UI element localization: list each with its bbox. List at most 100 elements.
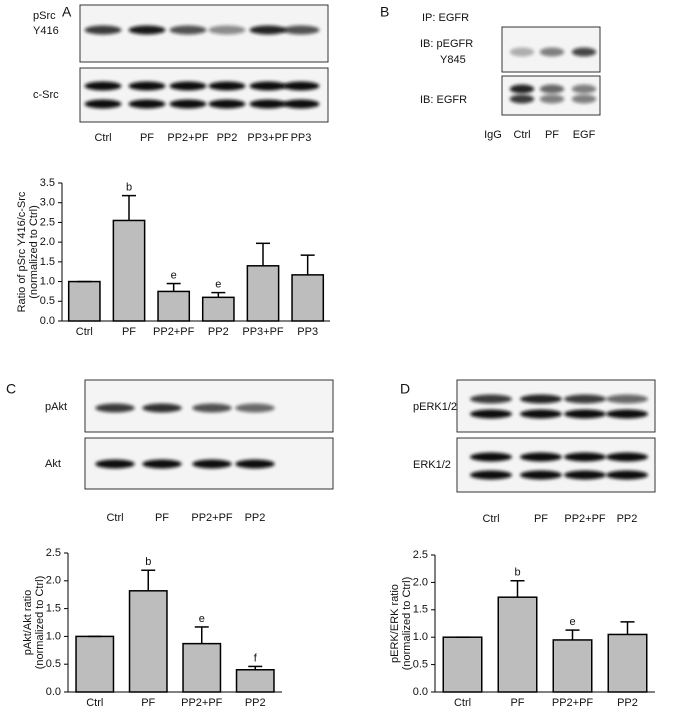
band [539, 47, 565, 57]
y-tick-label: 3.0 [40, 197, 55, 209]
band [249, 99, 287, 109]
bar [291, 274, 325, 322]
lane-label: PF [140, 132, 154, 144]
band [564, 394, 606, 404]
bar [442, 636, 483, 693]
blot-label: pSrc [33, 10, 56, 22]
band [564, 409, 606, 419]
band [520, 409, 562, 419]
band [208, 25, 246, 35]
lane-label: PP3 [291, 132, 312, 144]
lane-label: Ctrl [94, 132, 111, 144]
band [571, 94, 597, 104]
lane-label: Ctrl [513, 129, 530, 141]
x-tick-label: Ctrl [86, 697, 103, 709]
x-tick-label: PP3 [297, 326, 318, 338]
blot-label: IB: pEGFR [420, 38, 473, 50]
band [470, 452, 512, 462]
bar [128, 590, 168, 693]
band [282, 25, 320, 35]
significance-letter: e [569, 616, 575, 628]
lane-label: Ctrl [106, 512, 123, 524]
band [249, 81, 287, 91]
blot-label: c-Src [33, 89, 59, 101]
band [128, 99, 166, 109]
band [470, 470, 512, 480]
lane-label: EGF [573, 129, 596, 141]
y-tick-label: 2.0 [40, 236, 55, 248]
x-tick-label: PP2+PF [181, 697, 223, 709]
y-tick-label: 2.5 [46, 547, 61, 559]
bar [607, 633, 648, 693]
y-axis-label: (normalized to Ctrl) [34, 576, 46, 670]
band [606, 452, 648, 462]
panel-letter: D [400, 381, 410, 397]
blot-label: IB: EGFR [420, 94, 467, 106]
lane-label: IgG [484, 129, 502, 141]
significance-letter: e [171, 269, 177, 281]
band [520, 452, 562, 462]
x-tick-label: PP3+PF [242, 326, 284, 338]
blot-label: Akt [45, 458, 61, 470]
band [470, 409, 512, 419]
y-axis-label: Ratio of pSrc Y416/c-Src [16, 191, 28, 312]
blot-label: Y416 [33, 25, 59, 37]
bar [552, 639, 593, 693]
band [520, 470, 562, 480]
band [520, 394, 562, 404]
bar [67, 280, 101, 322]
y-tick-label: 1.5 [40, 256, 55, 268]
y-tick-label: 2.5 [413, 549, 428, 561]
panel-letter: B [380, 4, 389, 20]
band [509, 47, 535, 57]
y-tick-label: 1.5 [46, 603, 61, 615]
band [606, 470, 648, 480]
band [169, 25, 207, 35]
lane-label: PF [534, 513, 548, 525]
band [84, 25, 122, 35]
band [564, 470, 606, 480]
band [84, 81, 122, 91]
y-tick-label: 3.5 [40, 177, 55, 189]
blot-box [79, 4, 329, 63]
lane-label: PP2 [245, 512, 266, 524]
band [606, 409, 648, 419]
bar [497, 596, 538, 693]
bar [157, 290, 191, 322]
significance-letter: b [126, 182, 132, 194]
band [169, 81, 207, 91]
y-tick-label: 0.0 [413, 686, 428, 698]
y-tick-label: 2.0 [413, 576, 428, 588]
bar [201, 296, 235, 322]
band [509, 94, 535, 104]
band [249, 25, 287, 35]
x-tick-label: Ctrl [454, 697, 471, 709]
band [192, 403, 232, 413]
band [142, 403, 182, 413]
band [571, 47, 597, 57]
blot-label: Y845 [440, 54, 466, 66]
band [208, 81, 246, 91]
significance-letter: e [215, 279, 221, 291]
y-axis-label: pERK/ERK ratio [389, 584, 401, 663]
y-tick-label: 0.5 [46, 658, 61, 670]
y-axis-label: (normalized to Ctrl) [401, 577, 413, 671]
y-tick-label: 2.5 [40, 216, 55, 228]
y-axis-label: pAkt/Akt ratio [22, 590, 34, 655]
x-tick-label: PF [141, 697, 155, 709]
bar [246, 265, 280, 322]
y-tick-label: 0.5 [413, 659, 428, 671]
band [169, 99, 207, 109]
lane-label: PP2 [217, 132, 238, 144]
y-axis-label: (normalized to Ctrl) [28, 205, 40, 299]
band [128, 81, 166, 91]
blot-box [456, 437, 656, 493]
y-tick-label: 2.0 [46, 575, 61, 587]
band [235, 459, 275, 469]
x-tick-label: Ctrl [76, 326, 93, 338]
band [606, 394, 648, 404]
x-tick-label: PP2 [245, 697, 266, 709]
x-tick-label: PP2 [617, 697, 638, 709]
x-tick-label: PF [122, 326, 136, 338]
